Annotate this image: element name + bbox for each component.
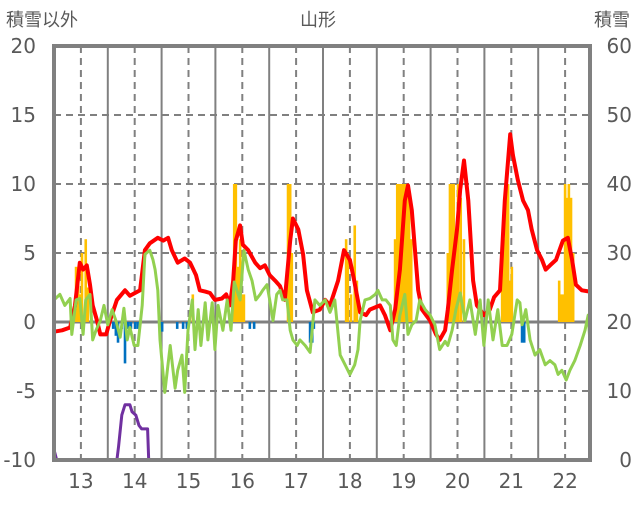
blue-bar	[129, 322, 133, 329]
blue-bar	[133, 322, 137, 329]
yellow-bar	[240, 294, 244, 322]
left-tick-label: 10	[11, 172, 36, 196]
yellow-bar	[346, 253, 350, 322]
green-line	[52, 248, 592, 394]
blue-bar	[248, 322, 252, 329]
chart-title: 山形	[300, 10, 336, 31]
right-tick-label: 40	[607, 172, 632, 196]
yellow-bar	[407, 197, 411, 322]
x-tick-label: 21	[499, 469, 524, 493]
blue-bar	[181, 322, 185, 329]
right-tick-label: 10	[607, 379, 632, 403]
yellow-bar	[397, 184, 401, 322]
yellow-bar	[409, 239, 413, 322]
x-tick-label: 19	[391, 469, 416, 493]
right-tick-label: 60	[607, 34, 632, 58]
x-tick-label: 15	[176, 469, 201, 493]
left-axis-label: 積雪以外	[6, 10, 78, 31]
left-tick-label: 15	[11, 103, 36, 127]
blue-bar	[136, 322, 140, 329]
right-tick-label: 0	[619, 448, 632, 472]
yellow-bar	[559, 294, 563, 322]
x-tick-label: 20	[445, 469, 470, 493]
lines	[52, 132, 592, 462]
x-tick-label: 13	[68, 469, 93, 493]
blue-bar	[308, 322, 312, 343]
yellow-bar	[571, 253, 575, 322]
yellow-bar	[86, 287, 90, 322]
yellow-bar	[565, 197, 569, 322]
yellow-bar	[401, 184, 405, 322]
right-tick-label: 50	[607, 103, 632, 127]
plot-frame	[52, 44, 592, 462]
yellow-bar	[456, 184, 460, 322]
yellow-bar	[395, 184, 399, 322]
yellow-bar	[242, 294, 246, 322]
yellow-bar	[563, 184, 567, 322]
yellow-bar	[448, 184, 452, 322]
left-tick-label: -10	[3, 448, 36, 472]
blue-bar	[520, 322, 524, 343]
yellow-bar	[405, 184, 409, 322]
yellow-bar	[84, 239, 88, 322]
blue-bar	[123, 322, 127, 364]
blue-bar	[111, 322, 115, 329]
yellow-bar	[459, 197, 463, 322]
yellow-bar	[349, 294, 353, 322]
blue-bar	[114, 322, 118, 336]
right-tick-label: 30	[607, 241, 632, 265]
blue-bar	[252, 322, 256, 329]
blue-bar	[160, 322, 164, 332]
left-tick-label: 20	[11, 34, 36, 58]
yellow-bar	[561, 294, 565, 322]
left-tick-label: 5	[23, 241, 36, 265]
yellow-bar	[500, 266, 504, 322]
x-tick-label: 14	[122, 469, 147, 493]
yellow-bar	[344, 239, 348, 322]
plot-border	[52, 44, 592, 462]
yellow-bar	[504, 184, 508, 322]
yellow-bar	[80, 253, 84, 322]
yellow-bar	[462, 239, 466, 322]
yellow-bar	[454, 239, 458, 322]
blue-bar	[175, 322, 179, 329]
left-tick-label: 0	[23, 310, 36, 334]
blue-bar	[185, 322, 189, 329]
grid	[54, 46, 590, 460]
blue-bar	[522, 322, 526, 343]
yellow-bar	[446, 253, 450, 322]
right-tick-label: 20	[607, 310, 632, 334]
yellow-bar	[403, 184, 407, 322]
x-tick-label: 22	[552, 469, 577, 493]
yellow-bar	[508, 280, 512, 322]
x-tick-label: 17	[283, 469, 308, 493]
blue-bar	[126, 322, 130, 329]
x-tick-label: 16	[230, 469, 255, 493]
x-tick-label: 18	[337, 469, 362, 493]
right-axis-label: 積雪	[594, 10, 630, 31]
yellow-bar	[502, 239, 506, 322]
yellow-bar	[393, 239, 397, 322]
yellow-bar	[506, 184, 510, 322]
left-tick-label: -5	[16, 379, 36, 403]
yellow-bar	[510, 266, 514, 322]
purple-line	[52, 403, 590, 462]
yellow-bar	[557, 280, 561, 322]
yellow-bar	[290, 253, 294, 322]
